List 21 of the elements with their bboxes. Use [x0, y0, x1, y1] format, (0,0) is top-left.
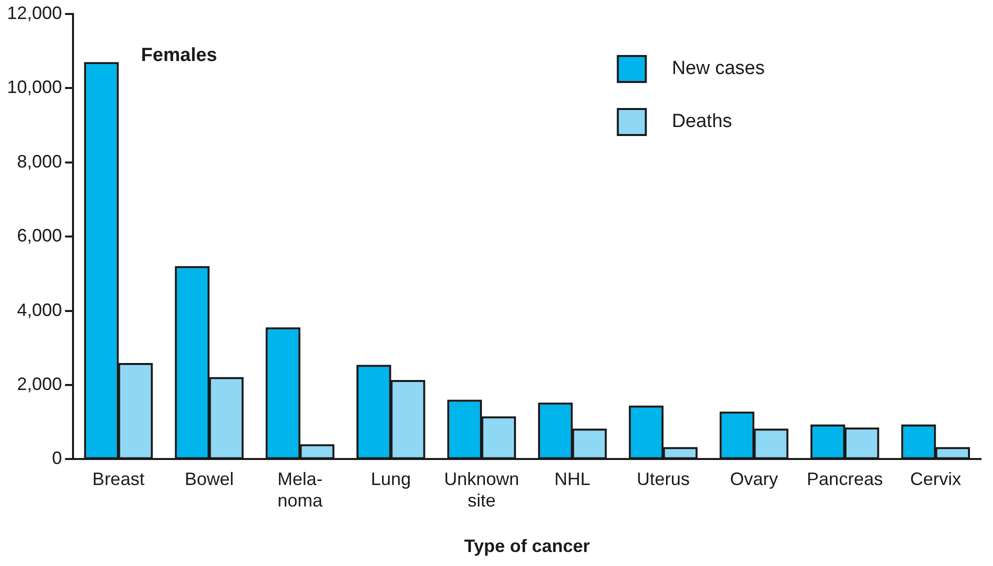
y-tick-label: 4,000: [17, 300, 62, 320]
x-tick-label: Uterus: [636, 468, 690, 489]
x-axis-title: Type of cancer: [464, 536, 590, 556]
x-tick-label: Ovary: [730, 468, 778, 489]
y-tick-label: 8,000: [17, 151, 62, 172]
x-tick-label: Unknown site: [444, 468, 520, 511]
x-tick-label: Pancreas: [806, 468, 883, 489]
x-tick-label: Lung: [370, 468, 411, 489]
x-tick-label: Cervix: [910, 468, 962, 489]
legend-label: New cases: [672, 58, 765, 80]
x-tick-label: NHL: [554, 468, 590, 489]
x-tick-label: Bowel: [184, 468, 234, 489]
annotation: Females: [141, 45, 218, 66]
y-tick-label: 12,000: [6, 2, 62, 23]
x-tick-label: Mela- noma: [278, 468, 324, 511]
y-tick-label: 10,000: [6, 77, 62, 98]
y-tick-label: 0: [52, 448, 62, 468]
legend-label: Deaths: [672, 111, 732, 132]
y-tick-label: 2,000: [17, 374, 62, 394]
y-tick-label: 6,000: [17, 226, 62, 246]
x-tick-label: Breast: [92, 468, 144, 489]
